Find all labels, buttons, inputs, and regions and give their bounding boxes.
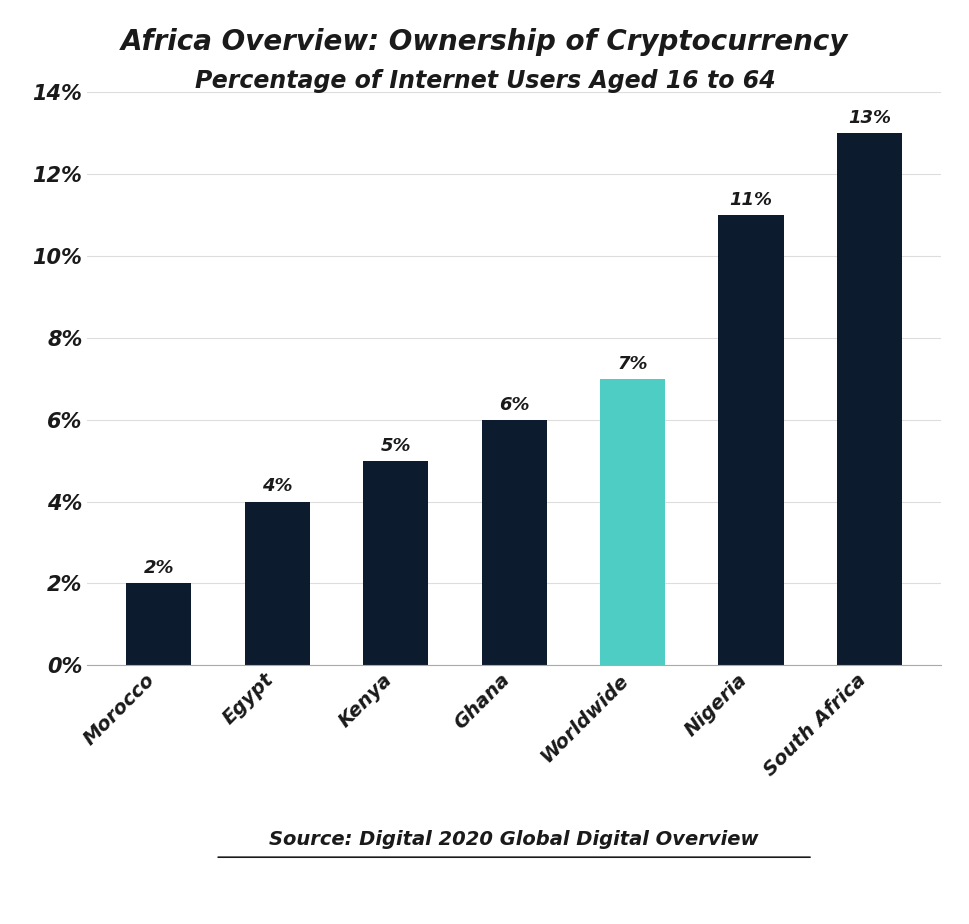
Bar bbox=[244, 502, 309, 665]
Text: 5%: 5% bbox=[380, 436, 411, 455]
Text: Source: Digital 2020 Global Digital Overview: Source: Digital 2020 Global Digital Over… bbox=[269, 830, 758, 848]
Text: Africa Overview: Ownership of Cryptocurrency: Africa Overview: Ownership of Cryptocurr… bbox=[121, 28, 848, 55]
Text: 2%: 2% bbox=[143, 559, 173, 578]
Text: 13%: 13% bbox=[847, 109, 891, 128]
Bar bbox=[836, 133, 901, 665]
Text: 4%: 4% bbox=[262, 478, 292, 495]
Text: 6%: 6% bbox=[498, 395, 529, 414]
Bar bbox=[362, 461, 427, 665]
Bar bbox=[126, 583, 191, 665]
Bar bbox=[600, 379, 665, 665]
Text: 7%: 7% bbox=[616, 355, 647, 372]
Bar bbox=[481, 419, 547, 665]
Text: 11%: 11% bbox=[729, 191, 771, 209]
Bar bbox=[718, 215, 783, 665]
Text: Percentage of Internet Users Aged 16 to 64: Percentage of Internet Users Aged 16 to … bbox=[195, 69, 774, 93]
